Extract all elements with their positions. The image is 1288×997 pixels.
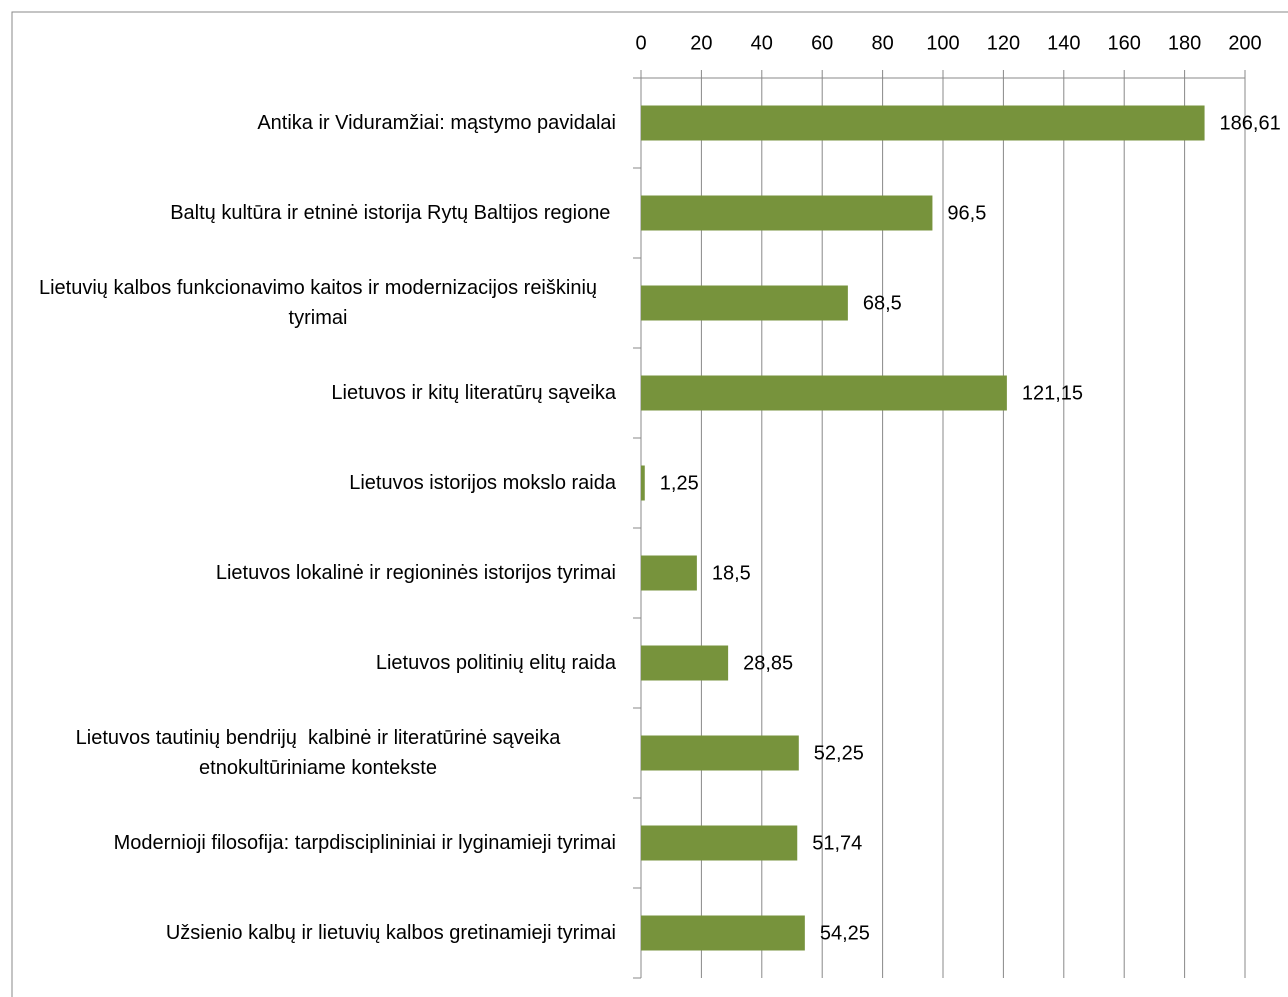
bar: [641, 465, 645, 501]
category-label-box: Lietuvių kalbos funkcionavimo kaitos ir …: [20, 258, 616, 348]
bar: [641, 825, 798, 861]
data-label: 96,5: [947, 202, 986, 224]
bar: [641, 645, 729, 681]
bar: [641, 915, 805, 951]
y-tick-label: Lietuvos politinių elitų raida: [375, 652, 616, 674]
x-tick-label: 100: [926, 32, 959, 54]
bar: [641, 375, 1007, 411]
x-tick-label: 40: [751, 32, 773, 54]
data-label: 186,61: [1220, 112, 1281, 134]
category-label-box: Užsienio kalbų ir lietuvių kalbos gretin…: [20, 888, 616, 978]
data-label: 51,74: [812, 832, 862, 854]
x-tick-label: 160: [1108, 32, 1141, 54]
data-label: 68,5: [863, 292, 902, 314]
y-tick-label: Baltų kultūra ir etninė istorija Rytų Ba…: [170, 202, 616, 224]
data-label: 1,25: [660, 472, 699, 494]
y-tick-label: Lietuvių kalbos funkcionavimo kaitos ir …: [38, 277, 603, 329]
data-label: 28,85: [743, 652, 793, 674]
category-label-box: Lietuvos tautinių bendrijų kalbinė ir li…: [20, 708, 616, 798]
y-tick-label: Lietuvos tautinių bendrijų kalbinė ir li…: [75, 727, 566, 779]
data-label: 52,25: [814, 742, 864, 764]
category-label-box: Lietuvos politinių elitų raida: [20, 618, 616, 708]
x-tick-label: 180: [1168, 32, 1201, 54]
bar: [641, 105, 1205, 141]
x-tick-label: 140: [1047, 32, 1080, 54]
y-tick-label: Lietuvos ir kitų literatūrų sąveika: [331, 382, 616, 404]
data-label: 18,5: [712, 562, 751, 584]
data-label: 54,25: [820, 922, 870, 944]
x-tick-label: 80: [871, 32, 893, 54]
y-tick-label: Lietuvos istorijos mokslo raida: [349, 472, 616, 494]
x-tick-label: 120: [987, 32, 1020, 54]
bar: [641, 555, 697, 591]
bar: [641, 735, 799, 771]
y-tick-label: Antika ir Viduramžiai: mąstymo pavidalai: [257, 112, 616, 134]
category-label-box: Baltų kultūra ir etninė istorija Rytų Ba…: [20, 168, 616, 258]
bar: [641, 285, 848, 321]
category-label-box: Lietuvos istorijos mokslo raida: [20, 438, 616, 528]
category-label-box: Modernioji filosofija: tarpdisciplininia…: [20, 798, 616, 888]
category-label-box: Lietuvos ir kitų literatūrų sąveika: [20, 348, 616, 438]
y-tick-label: Lietuvos lokalinė ir regioninės istorijo…: [215, 562, 616, 584]
category-label-box: Antika ir Viduramžiai: mąstymo pavidalai: [20, 78, 616, 168]
x-tick-label: 60: [811, 32, 833, 54]
y-tick-label: Užsienio kalbų ir lietuvių kalbos gretin…: [165, 922, 616, 944]
chart-border: [11, 11, 1288, 997]
x-tick-label: 200: [1228, 32, 1261, 54]
data-label: 121,15: [1022, 382, 1083, 404]
x-tick-label: 20: [690, 32, 712, 54]
y-tick-label: Modernioji filosofija: tarpdisciplininia…: [113, 832, 616, 854]
x-tick-label: 0: [635, 32, 646, 54]
category-label-box: Lietuvos lokalinė ir regioninės istorijo…: [20, 528, 616, 618]
bar: [641, 195, 933, 231]
